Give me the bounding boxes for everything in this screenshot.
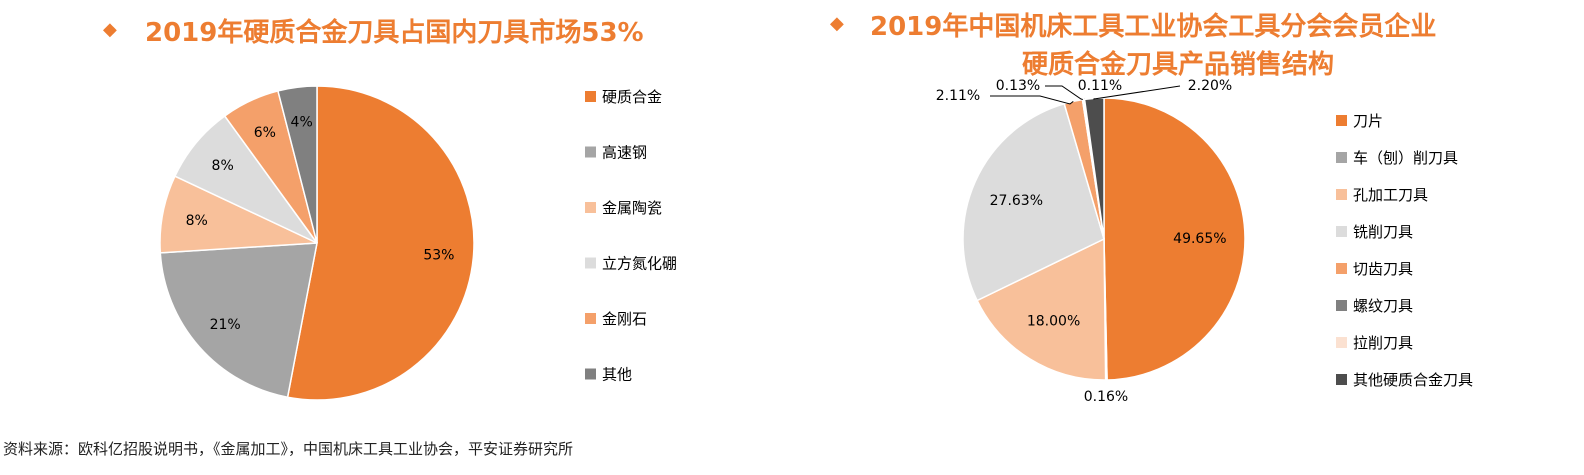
legend-entry: 车（刨）削刀具 <box>1353 149 1458 167</box>
data-label: 18.00% <box>1027 314 1080 330</box>
pie-slice <box>976 237 1107 381</box>
data-label: 0.13% <box>996 78 1040 94</box>
legend-entry: 孔加工刀具 <box>1353 186 1428 204</box>
data-label: 27.63% <box>990 193 1043 209</box>
legend-entry: 其他 <box>602 366 632 384</box>
title-bullet-icon: ◆ <box>103 19 117 40</box>
legend-swatch <box>585 313 596 324</box>
legend-swatch <box>585 257 596 269</box>
pie-slice <box>962 102 1105 302</box>
data-label: 6% <box>254 125 276 141</box>
leader-line <box>1045 85 1084 101</box>
right-chart-title-line2: 硬质合金刀具产品销售结构 <box>1022 50 1335 80</box>
legend-entry: 切齿刀具 <box>1353 260 1413 278</box>
data-label: 21% <box>210 317 241 333</box>
pie-slice <box>277 85 318 244</box>
data-label: 53% <box>423 248 454 264</box>
legend-entry: 立方氮化硼 <box>602 255 677 273</box>
data-label: 0.16% <box>1084 389 1128 405</box>
pie-slice <box>286 85 475 401</box>
data-label: 2.20% <box>1188 78 1232 94</box>
title-bullet-icon: ◆ <box>830 13 844 34</box>
legend-entry: 刀片 <box>1353 112 1383 130</box>
source-note: 资料来源：欧科亿招股说明书，《金属加工》，中国机床工具工业协会，平安证券研究所 <box>3 440 574 458</box>
legend-swatch <box>585 146 596 158</box>
legend-entry: 其他硬质合金刀具 <box>1353 371 1473 389</box>
legend-swatch <box>1336 152 1347 163</box>
data-label: 8% <box>212 158 234 174</box>
data-label: 49.65% <box>1173 231 1226 247</box>
legend-entry: 高速钢 <box>602 144 647 162</box>
legend-entry: 拉削刀具 <box>1353 334 1413 352</box>
pie-slice <box>1103 97 1246 381</box>
leader-line <box>990 95 1074 105</box>
legend-swatch <box>1336 226 1347 237</box>
legend-entry: 金属陶瓷 <box>602 199 662 217</box>
legend-entry: 螺纹刀具 <box>1353 297 1413 315</box>
legend-swatch <box>1336 189 1347 200</box>
data-label: 8% <box>186 213 208 229</box>
leader-line <box>1093 85 1181 100</box>
right-chart-title-line1: 2019年中国机床工具工业协会工具分会会员企业 <box>870 12 1437 42</box>
legend-swatch <box>1336 115 1347 126</box>
legend-entry: 金刚石 <box>602 310 647 328</box>
legend-swatch <box>585 202 596 213</box>
data-label: 4% <box>291 115 313 131</box>
data-label: 2.11% <box>936 88 980 104</box>
legend-swatch <box>585 91 596 102</box>
data-label: 0.11% <box>1078 78 1122 94</box>
legend-swatch <box>1336 337 1347 348</box>
legend-swatch <box>1336 300 1347 311</box>
left-chart-title: 2019年硬质合金刀具占国内刀具市场53% <box>145 18 644 48</box>
legend-swatch <box>585 368 596 380</box>
legend-entry: 铣削刀具 <box>1353 223 1413 241</box>
pie-slice <box>159 242 318 399</box>
legend-swatch <box>1336 263 1347 274</box>
legend-entry: 硬质合金 <box>602 88 662 106</box>
legend-swatch <box>1336 374 1347 385</box>
pie-slice <box>1083 97 1105 240</box>
